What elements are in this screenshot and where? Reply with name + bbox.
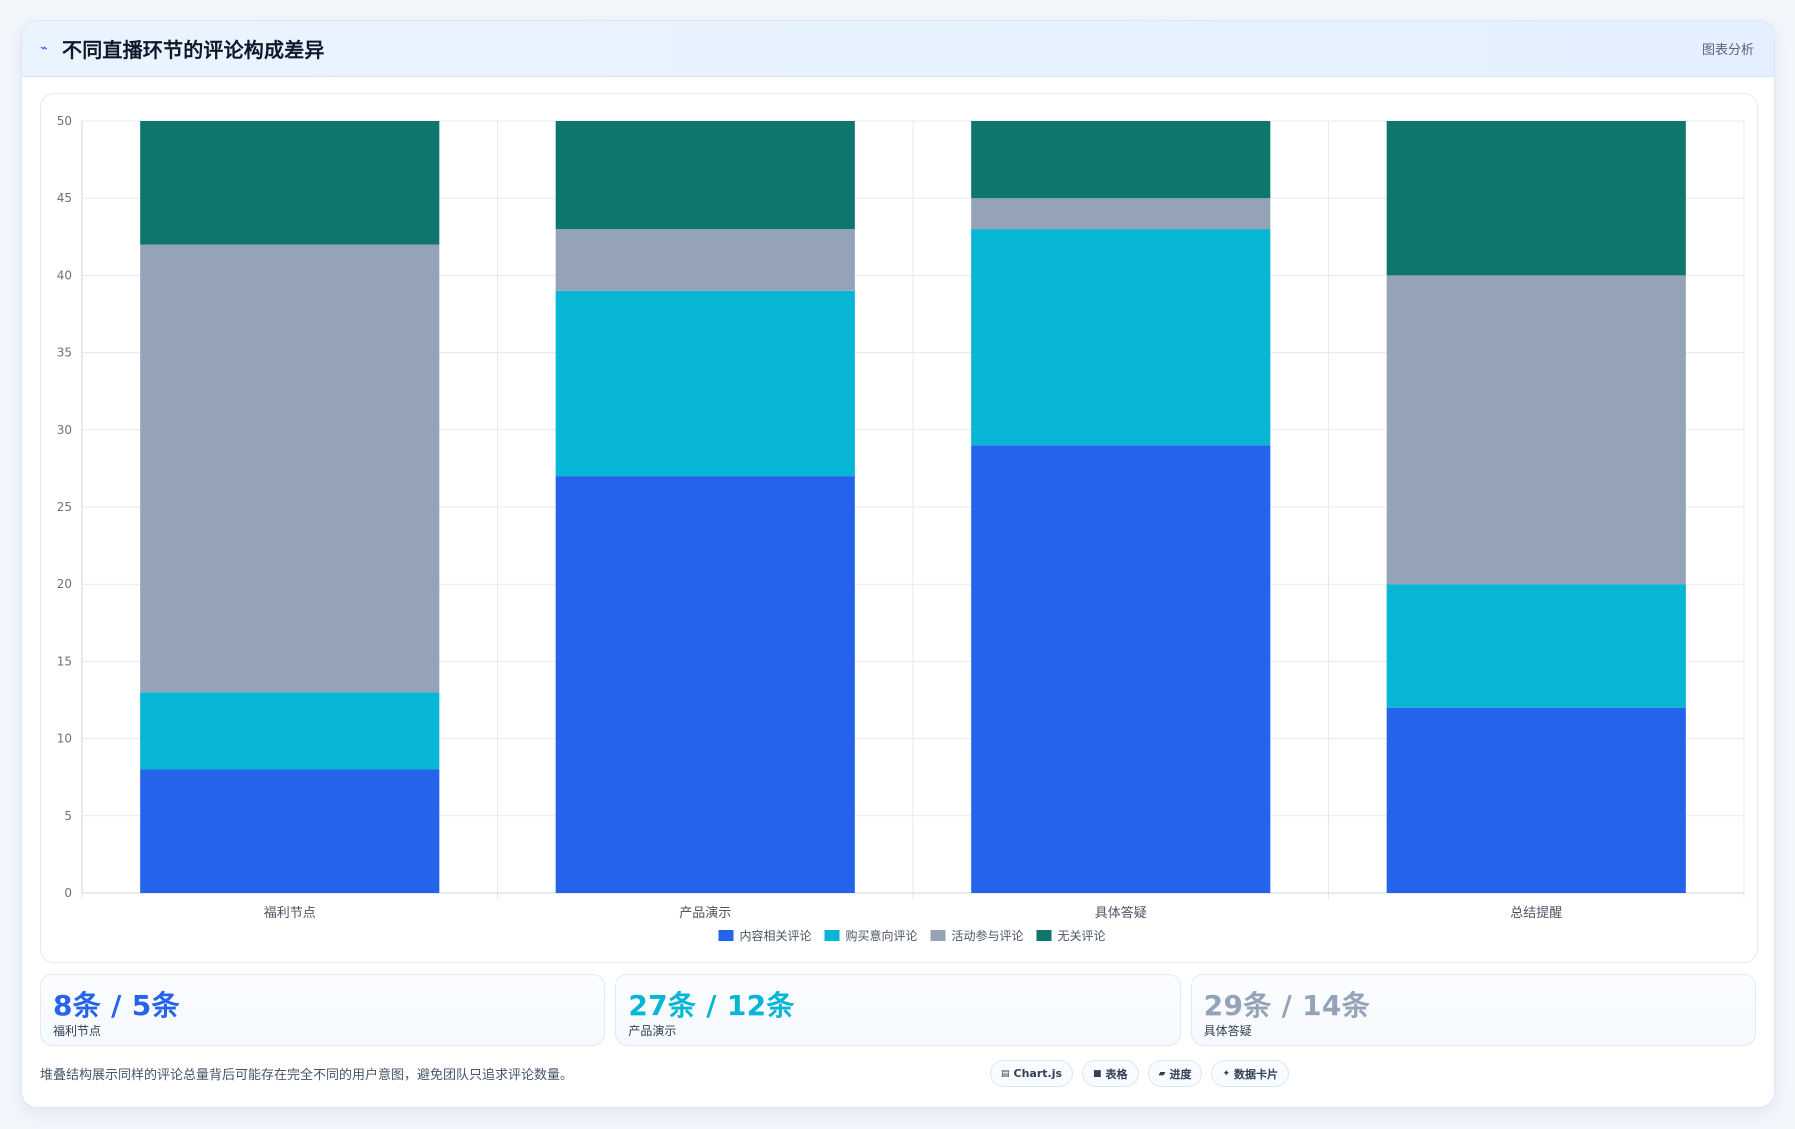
legend-label: 内容相关评论: [740, 928, 812, 943]
y-tick-label: 40: [57, 268, 72, 282]
bar-segment: [140, 692, 440, 770]
chart-icon: ▤: [1001, 1068, 1010, 1079]
y-tick-label: 10: [57, 732, 72, 746]
tag-data-card[interactable]: ✦ 数据卡片: [1211, 1060, 1290, 1087]
bar-segment: [1386, 121, 1686, 276]
bar-segment: [555, 229, 855, 291]
tag-label: 表格: [1105, 1067, 1128, 1081]
legend-label: 购买意向评论: [846, 928, 918, 943]
stat-card-welfare: 8条 / 5条 福利节点: [40, 974, 606, 1046]
y-tick-label: 15: [57, 654, 72, 668]
tag-progress[interactable]: ▰ 进度: [1147, 1060, 1203, 1087]
tag-chartjs[interactable]: ▤ Chart.js: [990, 1060, 1074, 1087]
bar-segment: [140, 769, 440, 893]
tag-label: 进度: [1169, 1067, 1192, 1081]
progress-icon: ▰: [1158, 1068, 1166, 1079]
bar-segment: [140, 244, 440, 693]
legend-swatch: [824, 930, 840, 941]
bar-segment: [1386, 707, 1686, 893]
tag-table[interactable]: ■ 表格: [1082, 1060, 1139, 1087]
bar-segment: [1386, 584, 1686, 708]
line-chart-icon: ⌁: [40, 40, 48, 56]
legend-swatch: [930, 930, 946, 941]
footer-note: 堆叠结构展示同样的评论总量背后可能存在完全不同的用户意图，避免团队只追求评论数量…: [40, 1068, 574, 1083]
stat-value: 29条 / 14条: [1203, 989, 1371, 1022]
y-tick-label: 20: [57, 577, 72, 591]
tag-label: 数据卡片: [1234, 1067, 1279, 1081]
stat-card-demo: 27条 / 12条 产品演示: [615, 974, 1181, 1046]
stat-value: 27条 / 12条: [628, 989, 795, 1022]
legend-label: 活动参与评论: [952, 928, 1024, 943]
card-header: ⌁ 不同直播环节的评论构成差异 图表分析: [22, 21, 1774, 77]
stacked-bar-chart: 0 5 10 15 20 25 30 35 40 45 50 福利节点 产品演示 具体答疑 总结提醒内容相关…: [57, 114, 1745, 943]
tag-label: Chart.js: [1013, 1067, 1063, 1080]
bar-segment: [971, 445, 1271, 893]
table-icon: ■: [1093, 1068, 1102, 1079]
stat-value: 8条 / 5条: [53, 989, 180, 1022]
x-tick-label: 具体答疑: [1095, 905, 1147, 921]
sparkle-icon: ✦: [1222, 1068, 1231, 1079]
bar-segment: [140, 121, 440, 245]
title-wrap: ⌁ 不同直播环节的评论构成差异: [40, 34, 325, 63]
bar-segment: [971, 121, 1271, 199]
bar-segment: [555, 476, 855, 893]
y-tick-label: 45: [57, 191, 72, 205]
tag-list: ▤ Chart.js ■ 表格 ▰ 进度 ✦ 数据卡片: [990, 1060, 1290, 1087]
x-tick-label: 产品演示: [679, 905, 731, 921]
y-tick-label: 35: [57, 346, 72, 360]
legend-swatch: [1036, 930, 1052, 941]
y-tick-label: 30: [57, 423, 72, 437]
stats-row: 8条 / 5条 福利节点 27条 / 12条 产品演示 29条 / 14条 具体…: [40, 974, 1756, 1046]
stat-label: 具体答疑: [1203, 1024, 1252, 1038]
y-tick-label: 50: [57, 114, 72, 128]
chart-card: ⌁ 不同直播环节的评论构成差异 图表分析 0 5 10 15 20 25 30 35 40 45 5…: [21, 20, 1775, 1108]
stat-label: 产品演示: [628, 1024, 677, 1038]
y-tick-label: 0: [64, 886, 72, 900]
bar-segment: [555, 121, 855, 230]
x-tick-label: 福利节点: [264, 906, 316, 921]
chart-container: 0 5 10 15 20 25 30 35 40 45 50 福利节点 产品演示 具体答疑 总结提醒内容相关…: [40, 93, 1758, 963]
page-title: 不同直播环节的评论构成差异: [62, 38, 325, 62]
y-tick-label: 25: [57, 500, 72, 514]
chart-analysis-link[interactable]: 图表分析: [1701, 43, 1754, 58]
legend-label: 无关评论: [1058, 929, 1106, 943]
legend-swatch: [718, 930, 734, 941]
x-tick-label: 总结提醒: [1510, 905, 1562, 921]
bar-segment: [971, 229, 1271, 446]
bar-segment: [1386, 275, 1686, 585]
bar-segment: [971, 198, 1271, 230]
bar-segment: [555, 290, 855, 477]
stat-card-qa: 29条 / 14条 具体答疑: [1190, 974, 1756, 1046]
y-tick-label: 5: [64, 809, 72, 823]
stat-label: 福利节点: [53, 1024, 102, 1038]
